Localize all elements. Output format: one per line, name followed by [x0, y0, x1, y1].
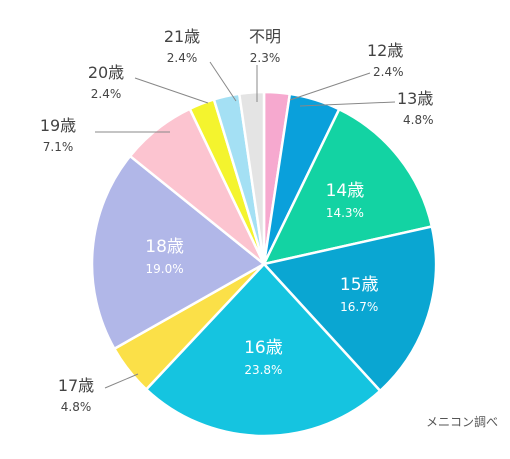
- slice-label-3: 15歳: [340, 275, 379, 295]
- source-note: メニコン調べ: [425, 415, 498, 429]
- leader-line-0: [289, 72, 371, 101]
- slice-value-7: 7.1%: [43, 140, 74, 154]
- pie-slice-6: [90, 154, 267, 351]
- slice-value-4: 23.8%: [244, 363, 282, 377]
- slice-label-0: 12歳: [367, 41, 403, 60]
- slice-label-9: 21歳: [164, 27, 200, 46]
- pie-slice-3: [261, 224, 438, 393]
- slice-label-8: 20歳: [88, 63, 124, 82]
- leader-line-8: [134, 77, 209, 104]
- slice-value-2: 14.3%: [326, 206, 364, 220]
- leader-line-9: [209, 61, 237, 102]
- slice-value-0: 2.4%: [373, 65, 404, 79]
- slice-value-1: 4.8%: [403, 113, 434, 127]
- leader-line-1: [299, 101, 396, 107]
- leader-lines: [95, 61, 396, 389]
- slice-value-9: 2.4%: [167, 51, 198, 65]
- slice-labels: 12歳 2.4% 13歳 4.8% 14歳 14.3% 15歳 16.7% 16歳 23.8% 17…: [40, 27, 434, 414]
- slice-value-3: 16.7%: [340, 300, 378, 314]
- pie-slices: [90, 90, 438, 438]
- slice-label-6: 18歳: [145, 237, 184, 257]
- leader-line-5: [104, 373, 139, 389]
- slice-value-10: 2.3%: [250, 51, 281, 65]
- pie-slice-10: [237, 90, 266, 265]
- slice-label-4: 16歳: [244, 338, 283, 358]
- slice-value-5: 4.8%: [61, 400, 92, 414]
- slice-label-5: 17歳: [58, 376, 94, 395]
- slice-label-7: 19歳: [40, 116, 76, 135]
- slice-label-1: 13歳: [397, 89, 433, 108]
- pie-slice-4: [144, 262, 382, 438]
- slice-label-10: 不明: [249, 27, 281, 46]
- slice-value-8: 2.4%: [91, 87, 122, 101]
- slice-value-6: 19.0%: [146, 262, 184, 276]
- pie-slice-2: [261, 107, 434, 266]
- slice-label-2: 14歳: [326, 181, 365, 201]
